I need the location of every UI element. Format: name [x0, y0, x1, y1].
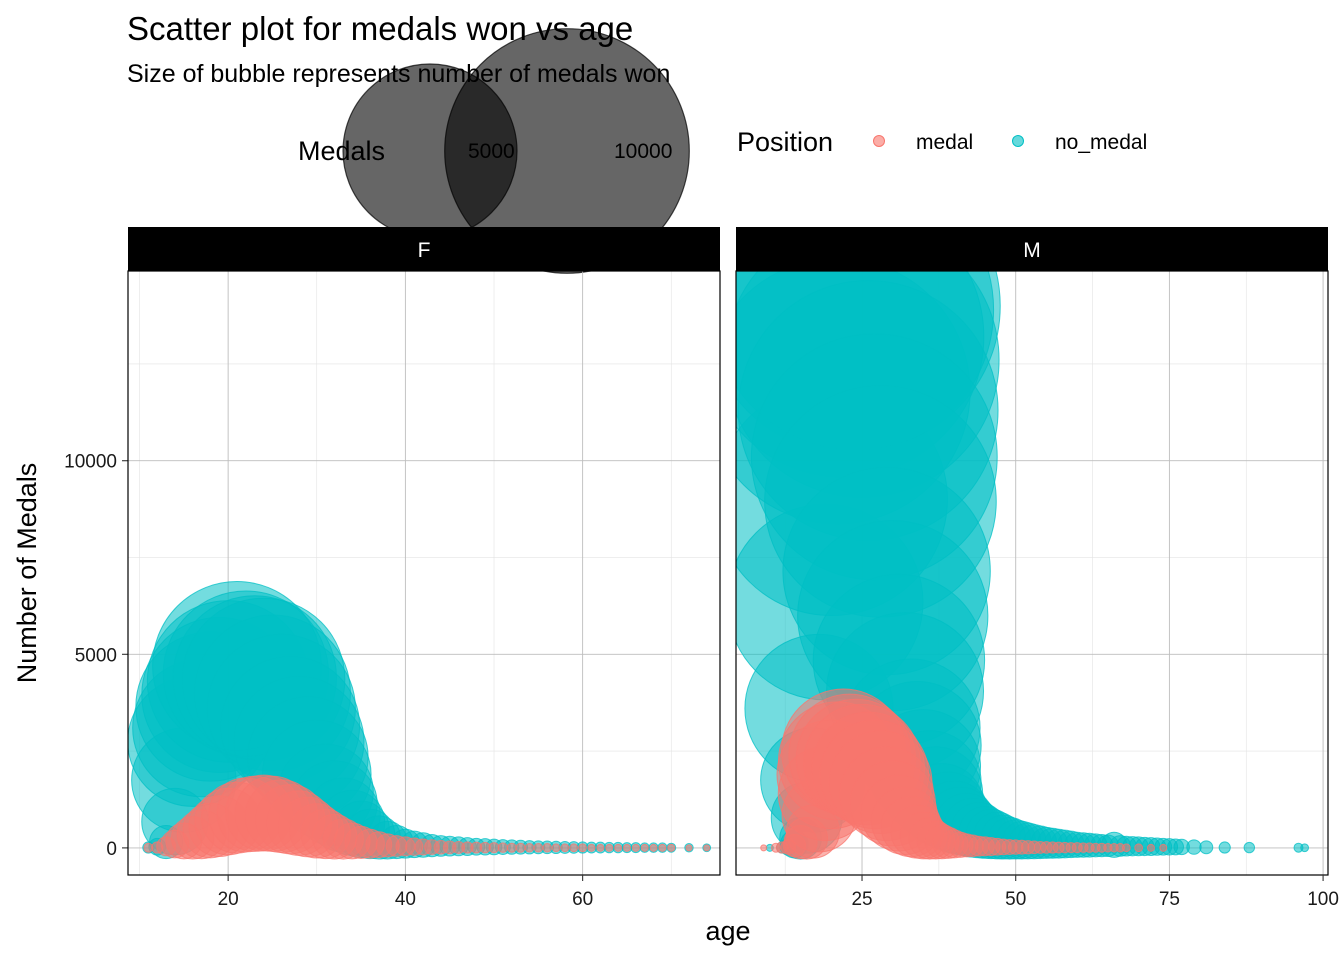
point-no-medal [1186, 839, 1202, 855]
facet-panels: 0 5000 10000 F 20 40 60 M 25 50 75 100 [64, 227, 1339, 910]
y-tick-label: 10000 [64, 452, 117, 473]
point-medal [569, 843, 579, 853]
point-medal [622, 843, 631, 852]
point-medal [596, 843, 605, 852]
point-medal [515, 842, 526, 853]
x-tick-label: 40 [395, 889, 416, 910]
point-medal [497, 842, 509, 853]
point-medal [560, 843, 570, 853]
point-no-medal [1300, 843, 1310, 853]
point-no-medal [1218, 841, 1231, 854]
point-medal [658, 843, 667, 852]
x-tick-label: 50 [1005, 889, 1026, 910]
legend: Medals 5000 10000 Position medal no_meda… [298, 28, 1147, 274]
point-medal [488, 842, 500, 854]
facet-panel-m: M 25 50 75 100 [735, 227, 1339, 910]
point-medal [1159, 843, 1168, 852]
point-medal [685, 844, 693, 852]
facet-strip [128, 227, 720, 271]
point-medal [551, 843, 561, 853]
color-legend-label-medal: medal [916, 131, 973, 154]
facet-strip [736, 227, 1328, 271]
point-medal [614, 843, 623, 852]
size-legend-keys [342, 28, 690, 274]
x-tick-label: 75 [1159, 889, 1180, 910]
point-medal [533, 843, 544, 853]
x-tick-label: 20 [218, 889, 239, 910]
color-legend-dot-medal [873, 135, 885, 147]
y-tick-label: 5000 [75, 645, 117, 666]
color-legend-title: Position [737, 127, 833, 157]
facet-strip-label: M [1023, 239, 1041, 262]
point-medal [760, 844, 768, 852]
point-no-medal [1199, 840, 1214, 855]
point-medal [506, 842, 517, 853]
point-no-medal [1243, 841, 1256, 854]
point-medal [649, 843, 658, 852]
point-medal [524, 843, 535, 853]
point-medal [587, 843, 596, 852]
point-medal [1121, 843, 1131, 853]
points [128, 581, 712, 860]
color-legend-dot-no-medal [1012, 135, 1024, 147]
x-tick-label: 60 [572, 889, 593, 910]
series-medal [760, 688, 1168, 860]
point-medal [1146, 843, 1155, 852]
point-medal [640, 843, 649, 852]
points [736, 271, 1310, 860]
point-medal [542, 843, 552, 853]
y-tick-label: 0 [106, 839, 117, 860]
x-axis-title: age [705, 916, 750, 946]
point-medal [703, 844, 711, 852]
facet-strip-label: F [418, 239, 431, 262]
point-medal [578, 843, 588, 853]
color-legend-label-no-medal: no_medal [1055, 131, 1147, 154]
point-medal [1134, 843, 1144, 853]
point-medal [631, 843, 640, 852]
point-medal [667, 843, 676, 852]
x-tick-label: 100 [1307, 889, 1339, 910]
size-legend-label-2: 10000 [614, 140, 672, 163]
point-medal [605, 843, 614, 852]
size-legend-label-1: 5000 [468, 140, 515, 163]
series-medal [143, 774, 711, 860]
facet-panel-f: F 20 40 60 [127, 227, 721, 910]
size-legend-bubble-2 [444, 28, 690, 274]
y-axis-title: Number of Medals [12, 463, 42, 684]
color-legend-keys [873, 135, 1024, 147]
x-tick-label: 25 [851, 889, 872, 910]
